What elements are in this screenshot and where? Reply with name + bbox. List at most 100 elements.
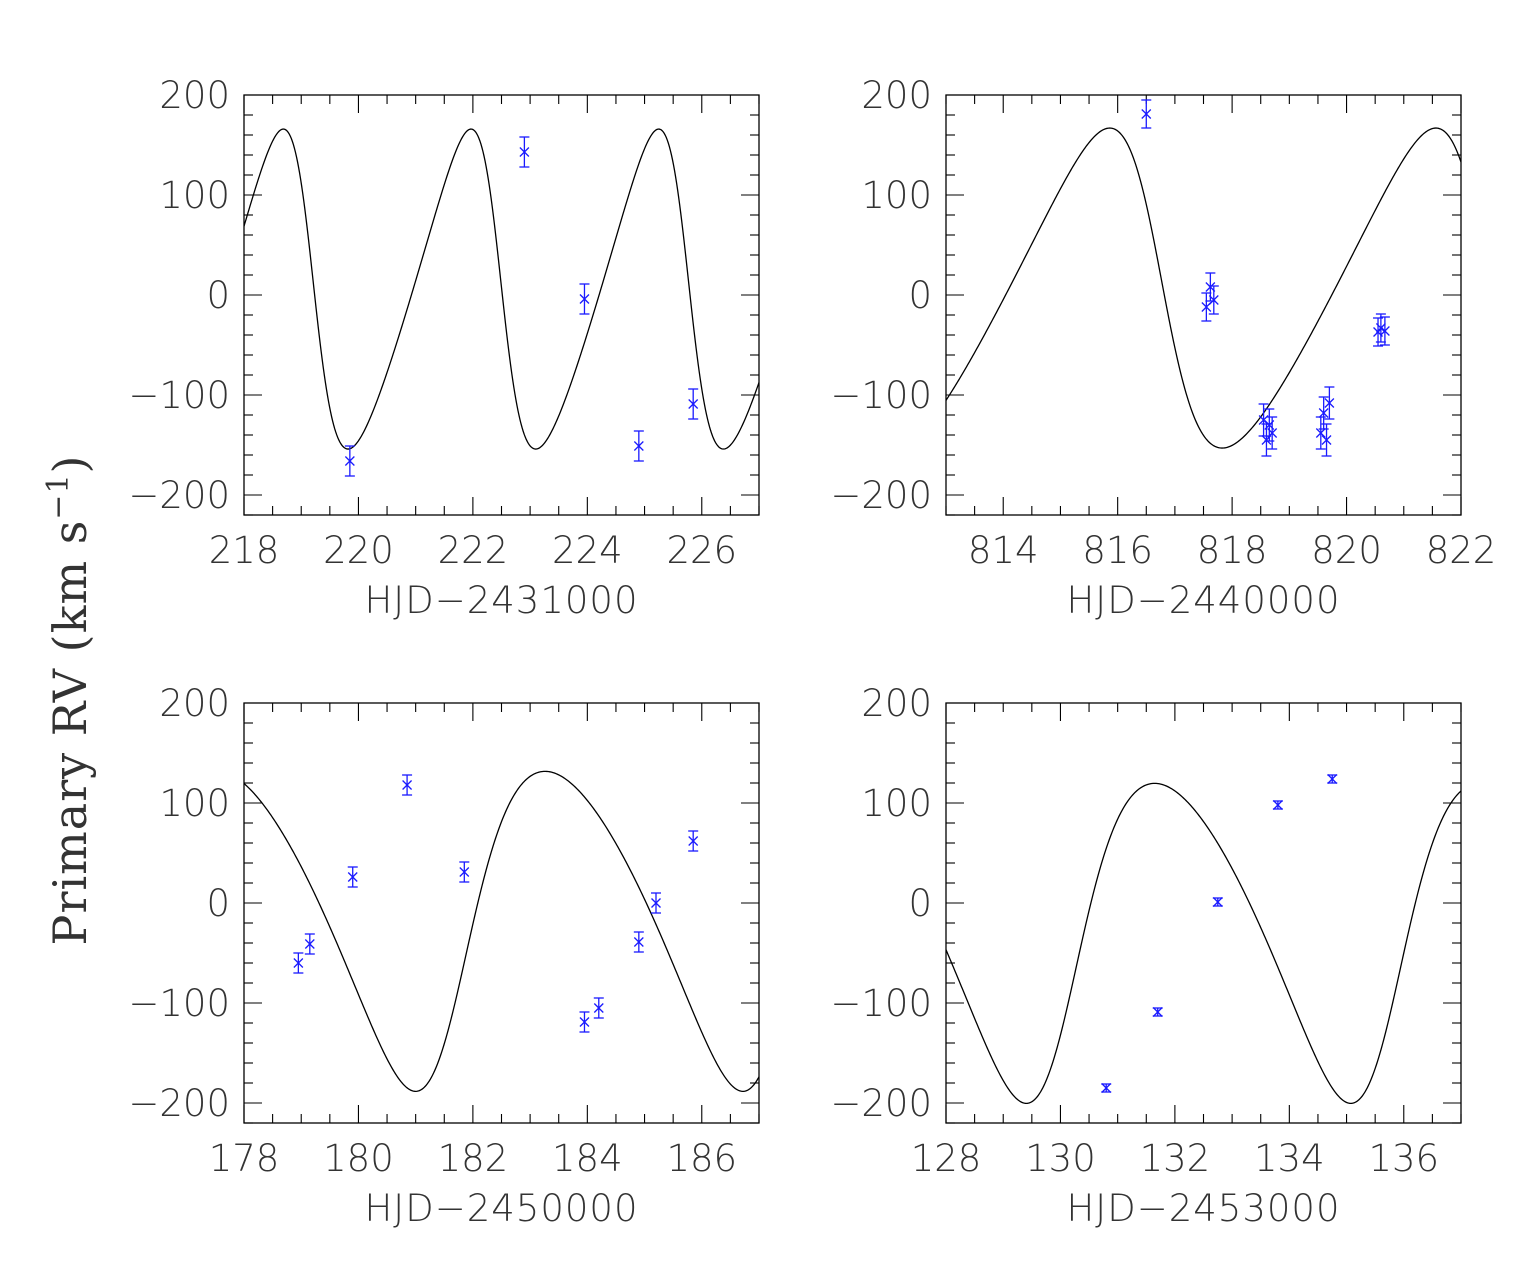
point-marker <box>344 456 355 466</box>
orbit-model-curve <box>244 128 759 450</box>
x-tick-label: 220 <box>323 529 394 572</box>
y-tick-label: −200 <box>128 1082 230 1125</box>
point-marker <box>347 872 358 882</box>
x-tick-label: 186 <box>666 1137 737 1180</box>
y-tick-label: −200 <box>830 474 932 517</box>
point-marker <box>651 898 661 908</box>
y-axis-label-exponent: −1 <box>41 473 76 519</box>
data-point <box>1379 316 1390 346</box>
data-point <box>1267 416 1278 450</box>
data-point <box>593 997 604 1019</box>
point-marker <box>1258 415 1269 425</box>
point-marker <box>688 836 699 846</box>
data-point <box>651 892 661 914</box>
data-point <box>1375 313 1386 343</box>
x-tick-label: 222 <box>438 529 509 572</box>
data-point <box>519 136 530 168</box>
y-axis-label-close: ) <box>43 455 97 474</box>
data-point <box>1101 1083 1112 1093</box>
point-marker <box>1321 435 1332 445</box>
orbit-model-curve <box>946 782 1461 1105</box>
y-tick-label: 100 <box>159 782 230 825</box>
point-marker <box>1267 428 1278 438</box>
panels: 218 220 222 224 226 −200 −100 0 100 200 HJD−243100… <box>128 74 1496 1230</box>
x-tick-label: 178 <box>209 1137 280 1180</box>
y-tick-label: −100 <box>830 374 932 417</box>
x-tick-label: 132 <box>1140 1137 1211 1180</box>
x-tick-label: 820 <box>1311 529 1382 572</box>
y-axis-label-main: Primary RV (km s <box>43 520 97 946</box>
point-marker <box>1208 295 1219 305</box>
x-tick-label: 822 <box>1426 529 1497 572</box>
y-axis-label: Primary RV (km s−1) <box>41 455 97 946</box>
data-point <box>1327 774 1338 784</box>
x-tick-label: 224 <box>552 529 623 572</box>
y-tick-label: 100 <box>861 174 932 217</box>
point-marker <box>1205 282 1216 292</box>
x-tick-label: 180 <box>323 1137 394 1180</box>
data-point <box>633 931 644 953</box>
point-marker <box>304 939 315 949</box>
point-marker <box>633 937 644 947</box>
data-point <box>1315 416 1326 450</box>
point-marker <box>633 441 644 451</box>
plot-frame <box>945 702 1462 1124</box>
x-axis-title: HJD−2440000 <box>1066 579 1340 622</box>
point-marker <box>579 294 590 304</box>
point-marker <box>1272 800 1283 810</box>
y-tick-label: −100 <box>128 374 230 417</box>
data-point <box>1141 99 1152 129</box>
data-point <box>1324 386 1335 420</box>
point-marker <box>593 1003 604 1013</box>
data-point <box>347 866 358 888</box>
y-tick-label: 200 <box>159 74 230 117</box>
point-marker <box>1315 428 1326 438</box>
x-tick-label: 136 <box>1368 1137 1439 1180</box>
point-marker <box>519 147 530 157</box>
data-point <box>1212 897 1223 907</box>
data-point <box>688 388 699 420</box>
orbit-model-curve <box>946 127 1461 449</box>
panel-3: 178 180 182 184 186 −200 −100 0 100 200 HJD−245000… <box>128 682 760 1230</box>
data-point <box>402 774 413 796</box>
data-point <box>579 283 590 315</box>
y-tick-label: 0 <box>206 274 230 317</box>
y-tick-label: 200 <box>861 74 932 117</box>
x-tick-label: 816 <box>1082 529 1153 572</box>
data-point <box>304 933 315 955</box>
y-tick-label: −100 <box>128 982 230 1025</box>
panel-4: 128 130 132 134 136 −200 −100 0 100 200 HJD−245300… <box>830 682 1462 1230</box>
data-point <box>579 1011 590 1033</box>
y-tick-label: 0 <box>908 274 932 317</box>
point-marker <box>1327 774 1338 784</box>
point-marker <box>1141 109 1152 119</box>
x-tick-label: 226 <box>666 529 737 572</box>
plot-frame <box>243 702 760 1124</box>
point-marker <box>1324 398 1335 408</box>
point-marker <box>1375 323 1386 333</box>
panel-2: 814 816 818 820 822 −200 −100 0 100 200 HJD−244000… <box>830 74 1496 622</box>
x-tick-label: 134 <box>1254 1137 1325 1180</box>
x-tick-label: 128 <box>911 1137 982 1180</box>
x-tick-label: 184 <box>552 1137 623 1180</box>
x-tick-label: 182 <box>438 1137 509 1180</box>
data-point <box>1321 423 1332 457</box>
y-tick-label: 0 <box>206 882 230 925</box>
y-tick-label: −100 <box>830 982 932 1025</box>
point-marker <box>688 399 699 409</box>
point-marker <box>1212 897 1223 907</box>
point-marker <box>293 958 304 968</box>
data-point <box>1208 285 1219 315</box>
y-tick-label: −200 <box>830 1082 932 1125</box>
plot-frame <box>243 94 760 516</box>
y-tick-label: 200 <box>861 682 932 725</box>
data-point <box>293 952 304 974</box>
point-marker <box>402 780 413 790</box>
data-point <box>633 430 644 462</box>
y-tick-label: 200 <box>159 682 230 725</box>
x-axis-title: HJD−2450000 <box>364 1187 638 1230</box>
data-point <box>688 830 699 852</box>
data-point <box>344 445 355 477</box>
point-marker <box>1101 1083 1112 1093</box>
x-tick-label: 218 <box>209 529 280 572</box>
